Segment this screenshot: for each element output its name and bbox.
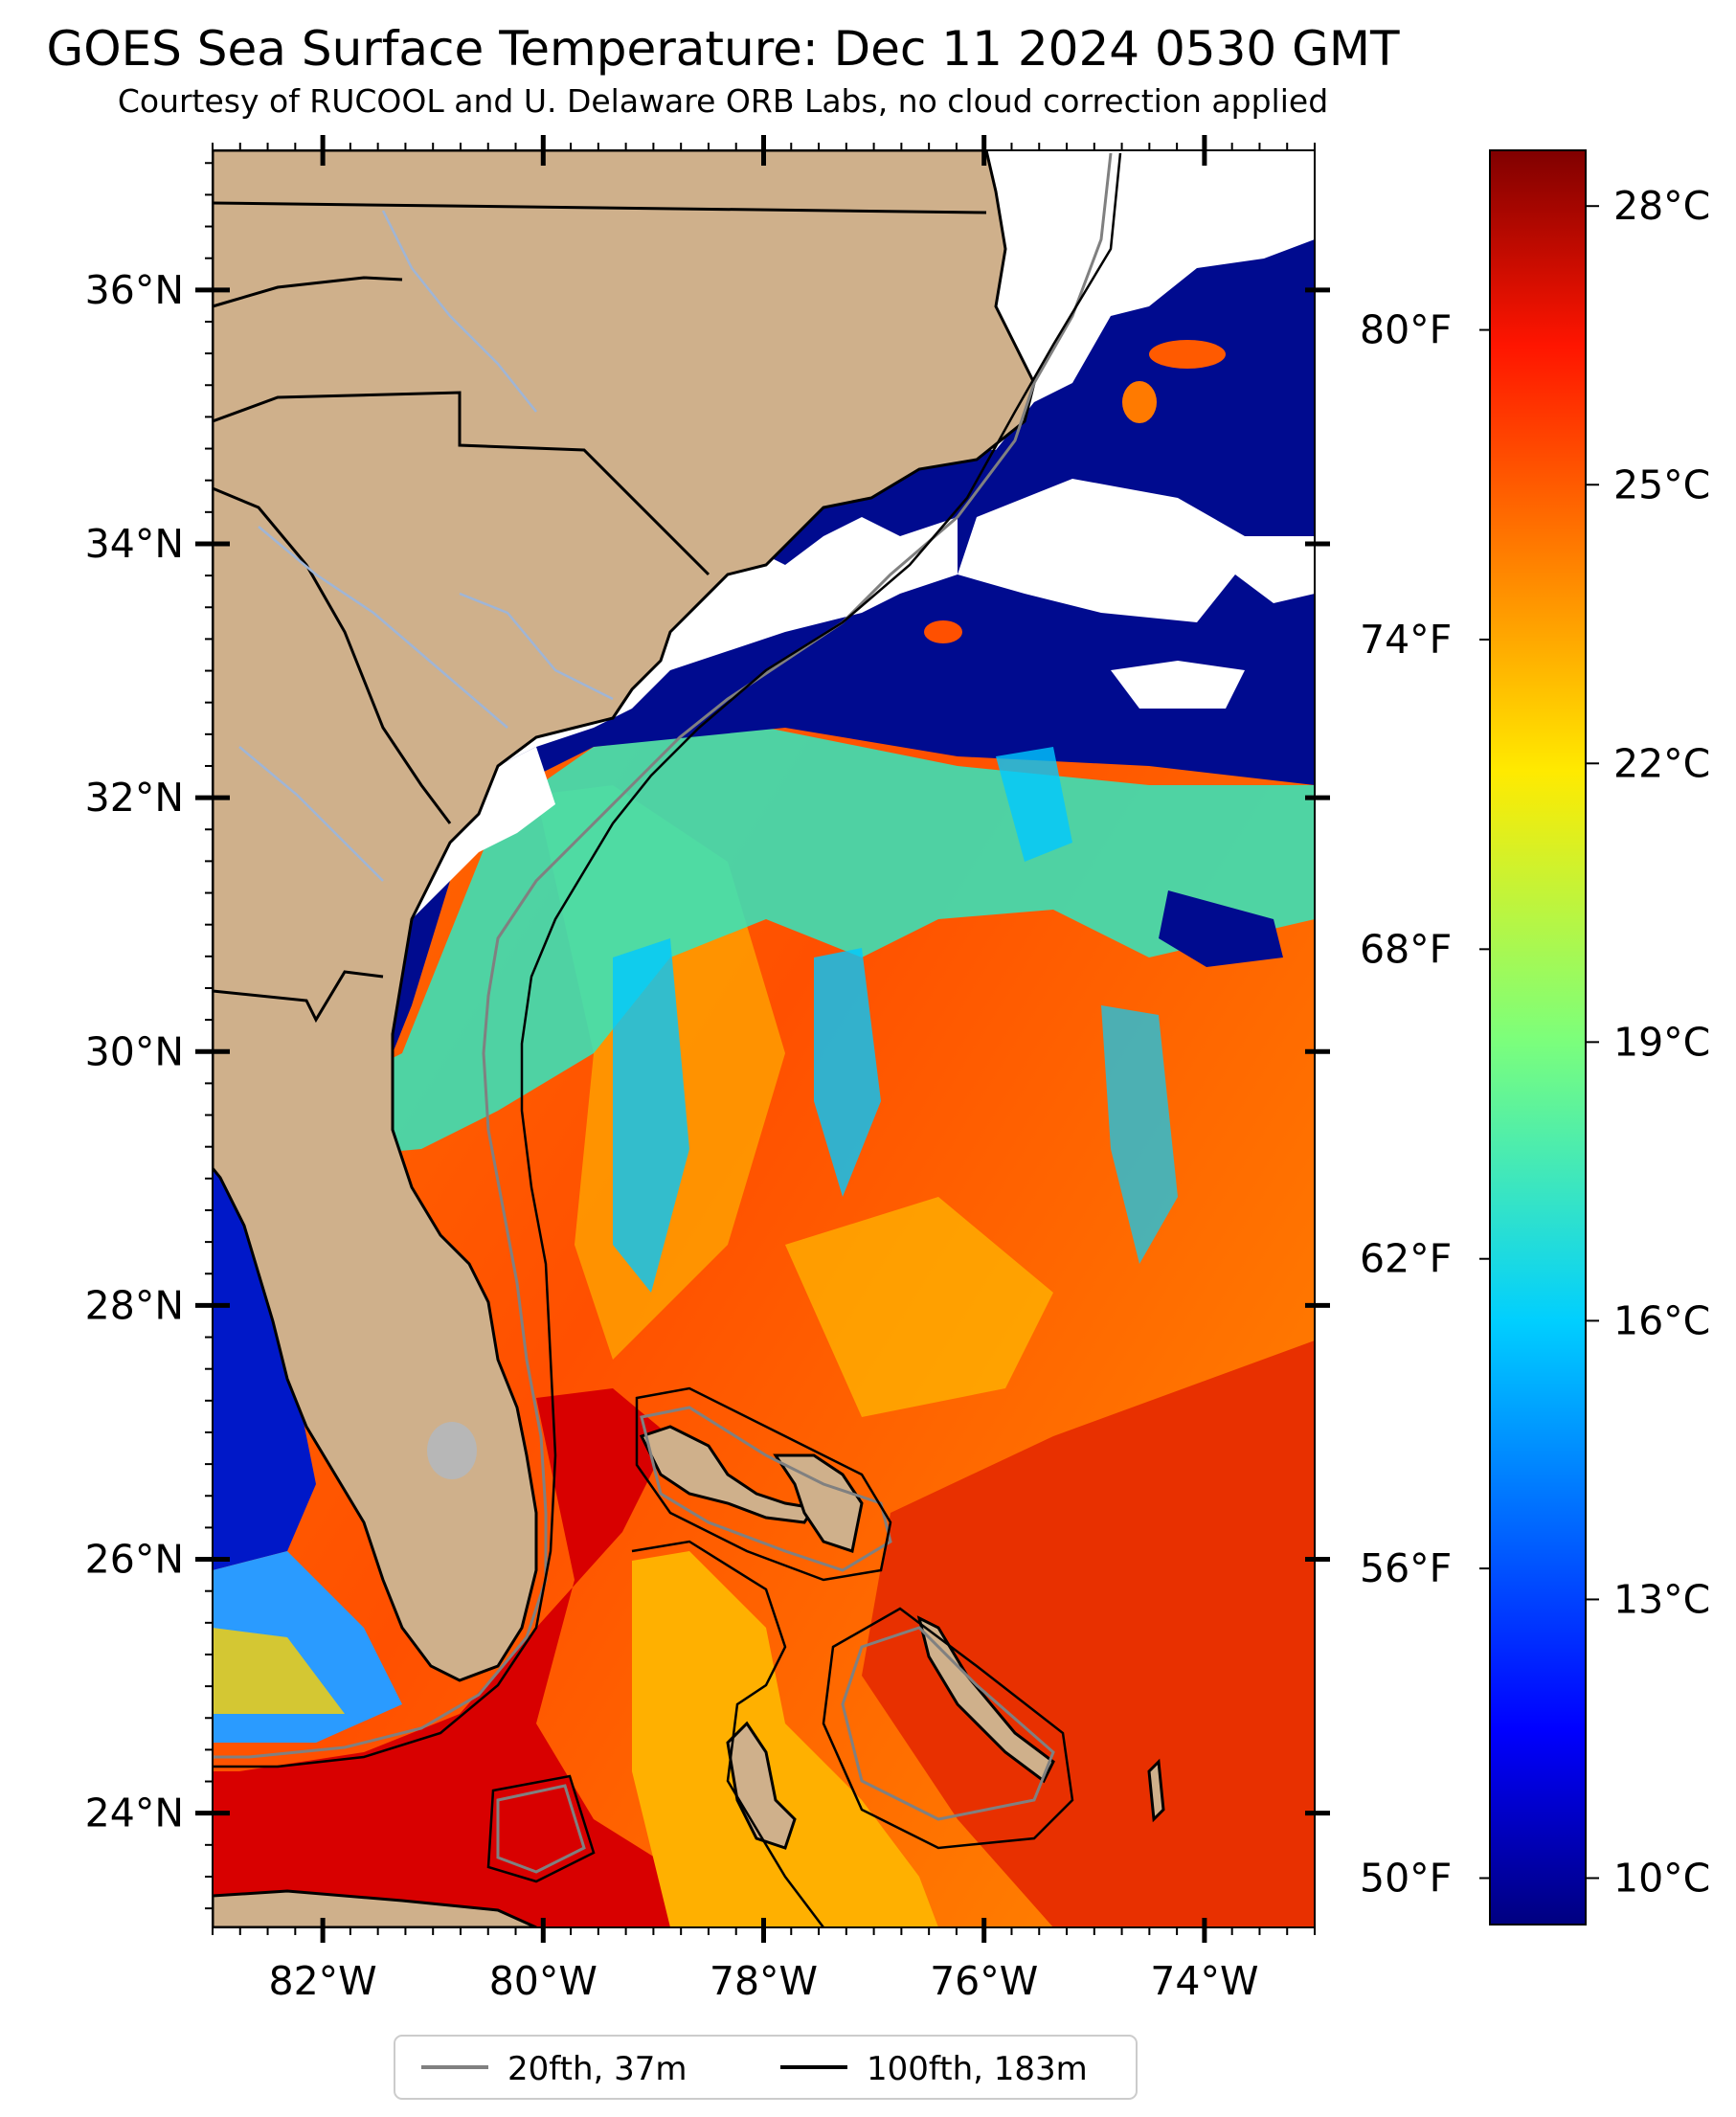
cuba-coast bbox=[213, 1889, 537, 1927]
celsius-tick-label: 22°C bbox=[1613, 740, 1710, 786]
fahrenheit-tick-label: 62°F bbox=[1360, 1236, 1452, 1282]
warm-eddy-north-2 bbox=[1122, 381, 1157, 423]
sc-ga-border bbox=[213, 486, 452, 824]
isobath-100fth-tongue bbox=[631, 1540, 824, 1927]
isobath-100fth-bahama-bank bbox=[635, 1386, 892, 1582]
cloud-cover-north bbox=[938, 150, 1315, 450]
fahrenheit-tick-label: 50°F bbox=[1360, 1855, 1452, 1901]
isobath-100fth-great-bank bbox=[822, 1607, 1074, 1850]
cloud-cover-georgia bbox=[402, 747, 555, 919]
chart-subtitle: Courtesy of RUCOOL and U. Delaware ORB L… bbox=[117, 82, 1329, 120]
lat-tick-label: 28°N bbox=[85, 1282, 184, 1328]
us-mainland bbox=[213, 150, 1036, 1682]
nc-sc-border bbox=[213, 391, 710, 576]
isobath-20fth-line bbox=[213, 152, 1113, 1759]
lat-tick-label: 34°N bbox=[85, 521, 184, 567]
legend-label-20fth: 20fth, 37m bbox=[507, 2050, 688, 2088]
lon-tick-label: 82°W bbox=[268, 1958, 376, 2004]
abaco-island bbox=[773, 1453, 864, 1553]
lat-tick-label: 26°N bbox=[85, 1537, 184, 1583]
lat-tick-label: 24°N bbox=[85, 1790, 184, 1836]
lat-tick-label: 32°N bbox=[85, 775, 184, 821]
eleuthera-island bbox=[916, 1615, 1055, 1784]
celsius-tick-label: 10°C bbox=[1613, 1855, 1710, 1901]
river-2 bbox=[258, 526, 508, 729]
chart-title: GOES Sea Surface Temperature: Dec 11 202… bbox=[46, 21, 1400, 77]
warm-eddy-north bbox=[1149, 340, 1226, 369]
river-3 bbox=[238, 746, 384, 882]
map-axes: 36°N 34°N 32°N 30°N 28°N 26°N 24°N 82°W 80°W 78°W… bbox=[85, 135, 1330, 2004]
celsius-tick-label: 19°C bbox=[1613, 1019, 1710, 1065]
fahrenheit-tick-label: 56°F bbox=[1360, 1545, 1452, 1591]
celsius-tick-label: 25°C bbox=[1613, 462, 1710, 507]
colorbar bbox=[1489, 149, 1587, 1926]
va-nc-border bbox=[213, 201, 987, 214]
andros-island bbox=[726, 1721, 797, 1850]
isobath-100fth-line bbox=[213, 152, 1122, 1768]
bahama-bank-yellow bbox=[632, 1551, 938, 1927]
isobath-20fth-cay-sal bbox=[496, 1784, 586, 1874]
river-4 bbox=[459, 592, 614, 701]
cool-filament-3 bbox=[1101, 1005, 1178, 1264]
isobath-100fth-cay-sal bbox=[486, 1774, 596, 1883]
cold-eddy-east bbox=[1159, 890, 1283, 967]
cool-filament-1 bbox=[613, 938, 689, 1293]
tn-nc-border bbox=[213, 276, 403, 308]
fahrenheit-tick-label: 68°F bbox=[1360, 926, 1452, 972]
lat-tick-label: 36°N bbox=[85, 267, 184, 313]
fahrenheit-tick-label: 80°F bbox=[1360, 307, 1452, 353]
celsius-tick-label: 28°C bbox=[1613, 183, 1710, 229]
ga-fl-border bbox=[213, 970, 384, 1024]
cyan-pocket-1 bbox=[996, 747, 1072, 862]
cloud-patch-east bbox=[1111, 661, 1245, 709]
lake-okeechobee bbox=[427, 1422, 477, 1479]
map-area bbox=[213, 150, 1315, 1927]
lat-tick-label: 30°N bbox=[85, 1028, 184, 1074]
cloud-cover-central bbox=[958, 479, 1315, 622]
colorbar-ticks: 28°C 25°C 22°C 19°C 16°C 13°C 10°C 80°F 74°F 68°F… bbox=[1360, 183, 1710, 1901]
river-1 bbox=[381, 210, 537, 413]
isobath-20fth-bahama-bank bbox=[640, 1406, 892, 1572]
yellow-patch-east bbox=[785, 1197, 1053, 1417]
celsius-tick-label: 13°C bbox=[1613, 1576, 1710, 1622]
gulf-stream-hot-water bbox=[213, 1388, 728, 1927]
gulf-yellow-water bbox=[213, 1628, 345, 1714]
lon-tick-label: 80°W bbox=[489, 1958, 597, 2004]
lon-tick-label: 74°W bbox=[1150, 1958, 1258, 2004]
small-island bbox=[1147, 1758, 1165, 1823]
lon-tick-label: 76°W bbox=[930, 1958, 1038, 2004]
gulf-cold-water bbox=[213, 1168, 316, 1570]
cloud-cover-coastal bbox=[402, 517, 958, 862]
legend-box bbox=[394, 2035, 1138, 2100]
warm-spot bbox=[924, 620, 962, 643]
celsius-tick-label: 16°C bbox=[1613, 1297, 1710, 1343]
fahrenheit-tick-label: 74°F bbox=[1360, 617, 1452, 663]
lon-tick-label: 78°W bbox=[710, 1958, 818, 2004]
isobath-20fth-great-bank bbox=[841, 1626, 1055, 1821]
cool-filament-2 bbox=[814, 948, 881, 1197]
southeast-red-water bbox=[862, 1340, 1315, 1927]
legend-label-100fth: 100fth, 183m bbox=[867, 2050, 1088, 2088]
